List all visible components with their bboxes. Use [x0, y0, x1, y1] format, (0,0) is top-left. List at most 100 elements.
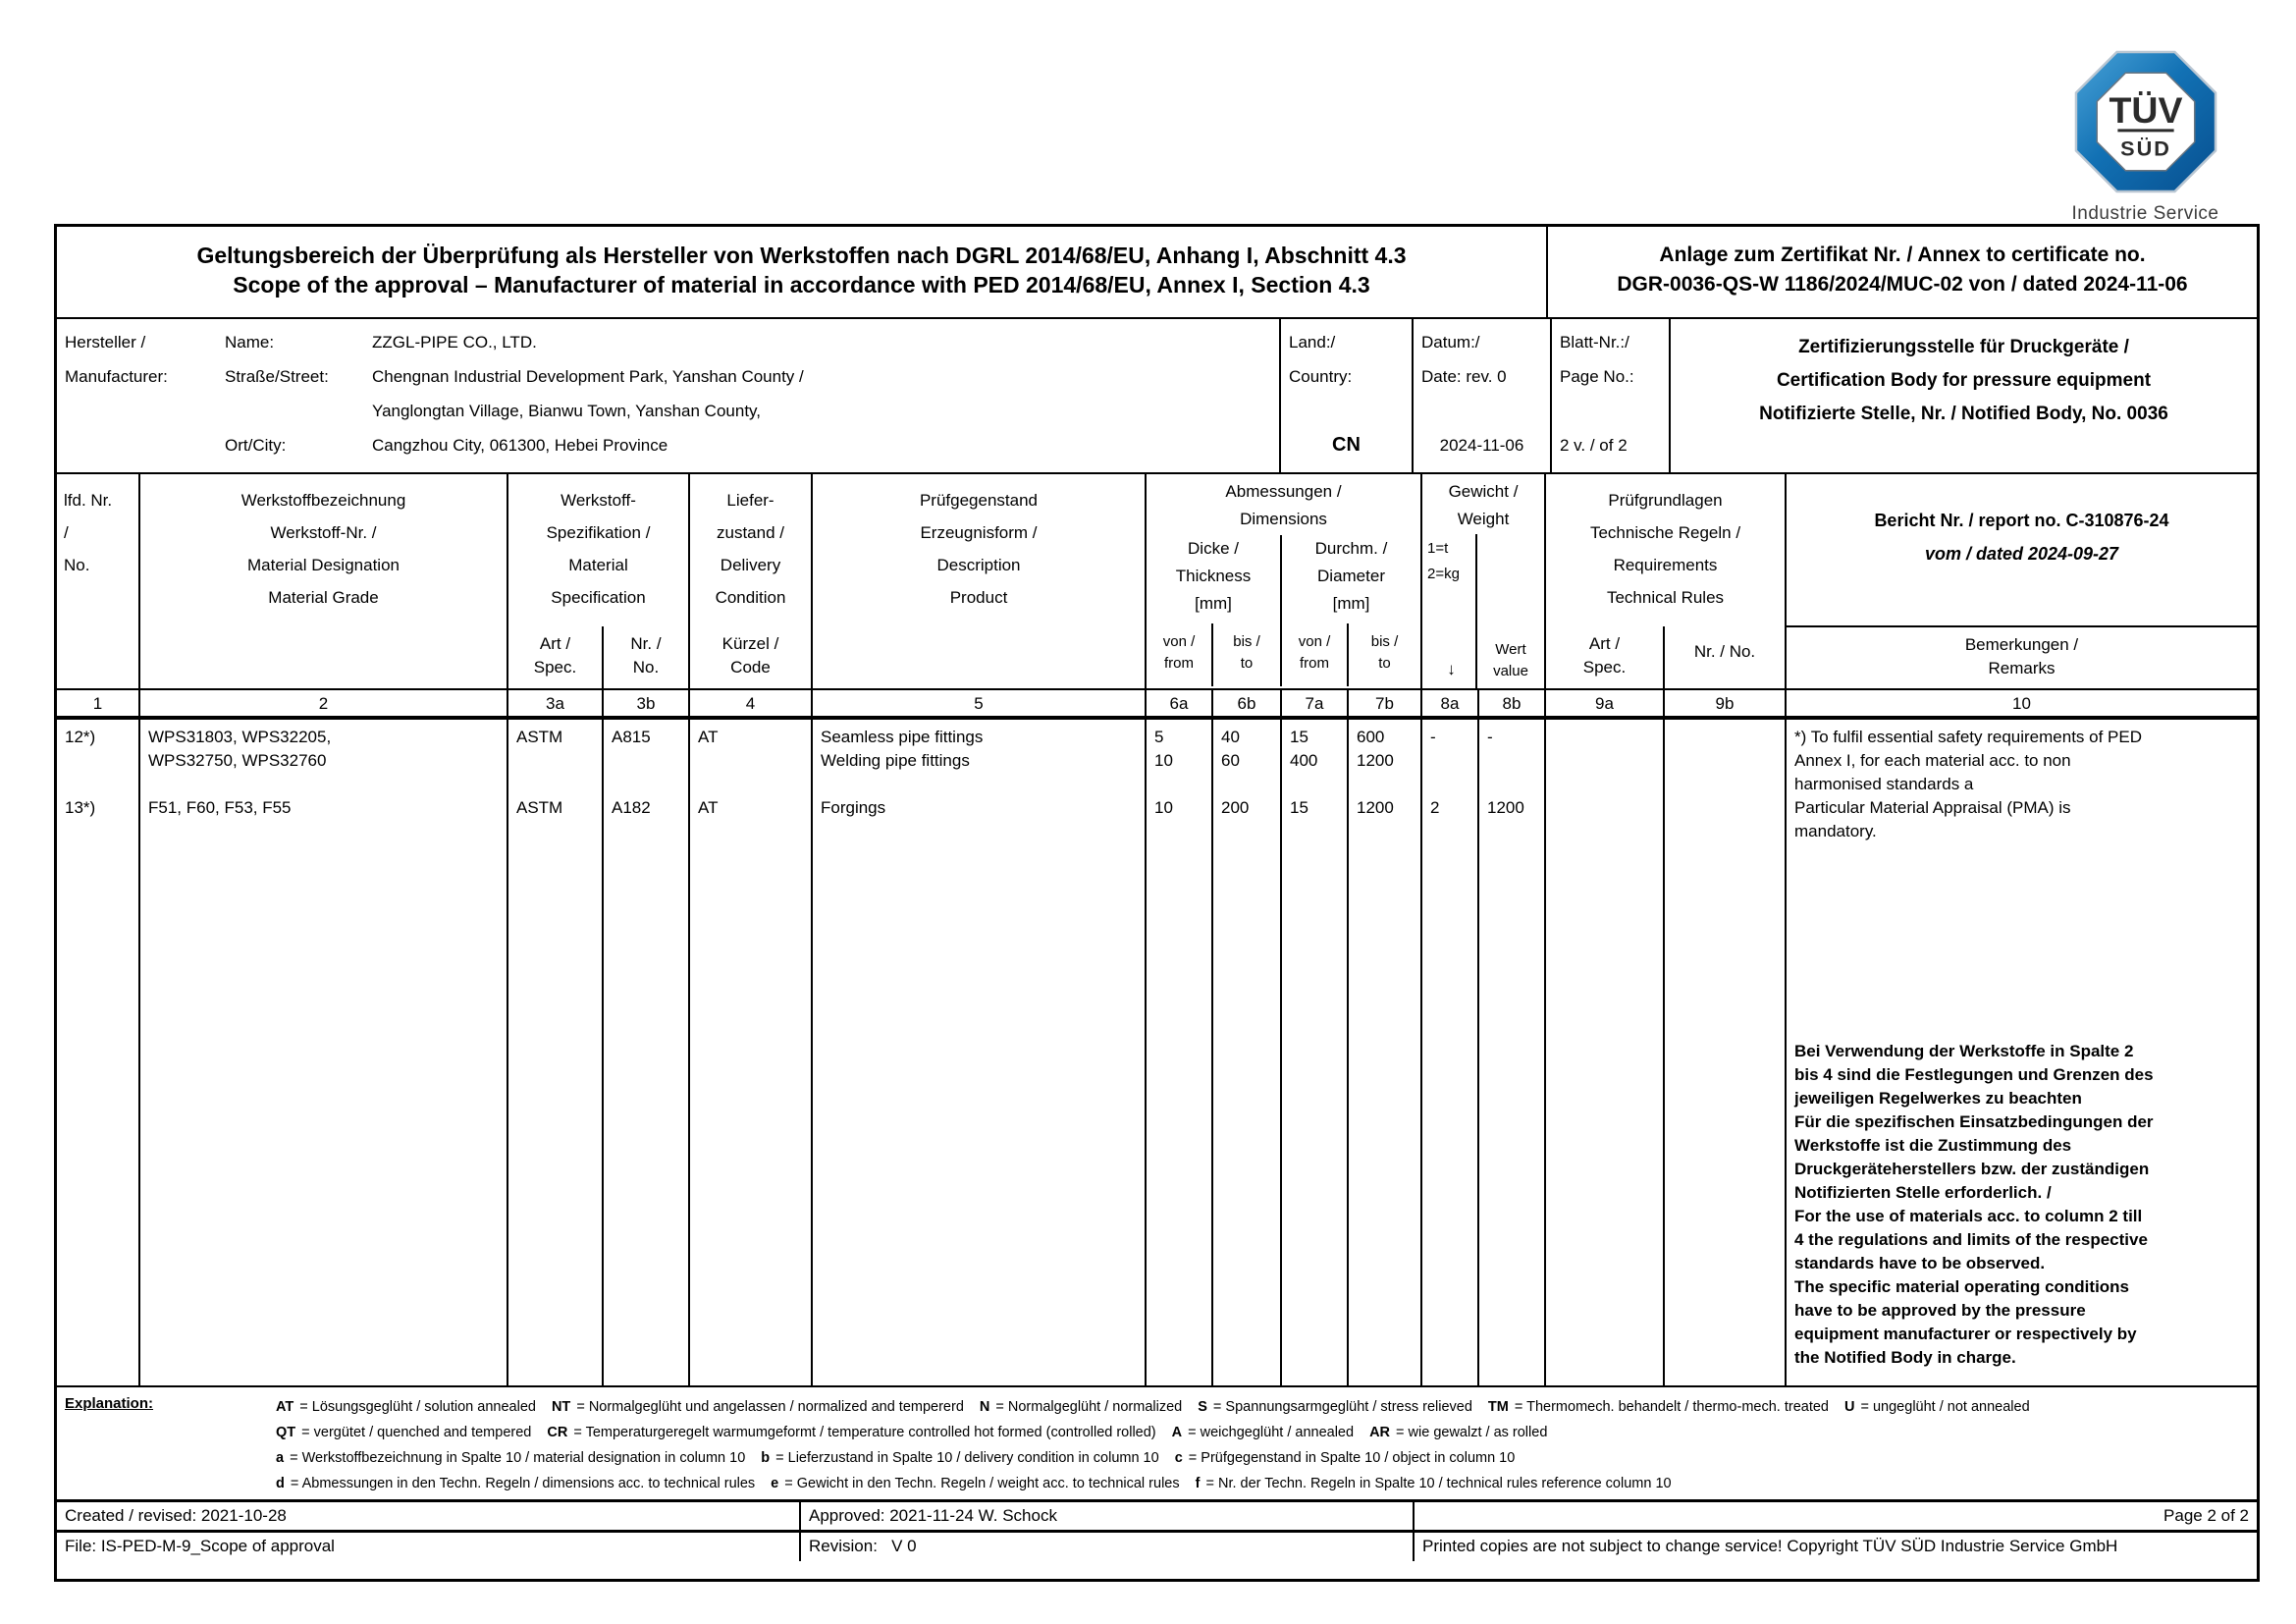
col-num-8b: 8b: [1477, 690, 1544, 716]
header-spec-a: Art / Spec.: [508, 625, 604, 688]
col-num-5: 5: [811, 690, 1145, 716]
header-weight-group: Gewicht / Weight 1=t 2=kg ↓ Wert value: [1420, 474, 1544, 688]
date-cell: Datum:/ Date: rev. 0 2024-11-06: [1412, 319, 1550, 472]
country-value: CN: [1332, 434, 1361, 456]
header-thickness-to: bis / to: [1213, 623, 1282, 686]
header-dimensions-group: Abmessungen / Dimensions Dicke / Thickne…: [1145, 474, 1420, 688]
body-rules-a: [1544, 720, 1663, 1385]
annex-certificate-number: Anlage zum Zertifikat Nr. / Annex to cer…: [1546, 227, 2257, 317]
explanation-entry: AR = wie gewalzt / as rolled: [1369, 1425, 1548, 1440]
table-body: 12*) 13*) WPS31803, WPS32205, WPS32750, …: [57, 720, 2257, 1387]
title-row: Geltungsbereich der Überprüfung als Hers…: [57, 227, 2257, 319]
col-num-6a: 6a: [1145, 690, 1211, 716]
annex-number: DGR-0036-QS-W 1186/2024/MUC-02 von / dat…: [1617, 273, 2188, 296]
explanation-line-4: d = Abmessungen in den Techn. Regeln / d…: [276, 1471, 2257, 1496]
country-cell: Land:/ Country: CN: [1279, 319, 1412, 472]
footer-row-1: Created / revised: 2021-10-28 Approved: …: [57, 1499, 2257, 1530]
header-thickness-from: von / from: [1147, 623, 1213, 686]
col-num-2: 2: [138, 690, 507, 716]
logo-sud-text: SÜD: [2120, 136, 2171, 161]
explanation-entry: a = Werkstoffbezeichnung in Spalte 10 / …: [276, 1450, 746, 1466]
header-dimensions-title: Abmessungen / Dimensions: [1225, 482, 1342, 528]
header-spec-title: Werkstoff- Spezifikation / Material Spec…: [546, 491, 651, 607]
header-report-remarks: Bericht Nr. / report no. C-310876-24 vom…: [1785, 474, 2257, 688]
explanation-entry: A = weichgeglüht / annealed: [1171, 1425, 1355, 1440]
header-spec-group: Werkstoff- Spezifikation / Material Spec…: [507, 474, 688, 688]
remark-pma-note: *) To fulfil essential safety requiremen…: [1794, 728, 2143, 840]
tuv-sud-logo: TÜV SÜD Industrie Service: [2059, 49, 2231, 225]
street-value-2: Yanglongtan Village, Bianwu Town, Yansha…: [372, 402, 762, 420]
report-date: vom / dated 2024-09-27: [1924, 544, 2119, 564]
date-value: 2024-11-06: [1439, 436, 1524, 455]
city-value: Cangzhou City, 061300, Hebei Province: [372, 436, 668, 455]
header-diameter-to: bis / to: [1370, 633, 1399, 672]
explanation-line-1: AT = Lösungsgeglüht / solution annealed N…: [276, 1394, 2257, 1420]
explanation-label: Explanation:: [65, 1395, 154, 1412]
title-english: Scope of the approval – Manufacturer of …: [233, 272, 1370, 298]
col-num-10: 10: [1785, 690, 2257, 716]
col-num-8a: 8a: [1420, 690, 1477, 716]
explanation-entry: QT = vergütet / quenched and tempered: [276, 1425, 532, 1440]
col-num-9b: 9b: [1663, 690, 1785, 716]
body-product: Seamless pipe fittings Welding pipe fitt…: [811, 720, 1145, 1385]
header-weight-value: Wert value: [1493, 641, 1528, 679]
explanation-line-3: a = Werkstoffbezeichnung in Spalte 10 / …: [276, 1445, 2257, 1471]
explanation-entry: TM = Thermomech. behandelt / thermo-mech…: [1487, 1399, 1829, 1415]
copyright-note: Printed copies are not subject to change…: [1413, 1533, 2257, 1561]
down-arrow-icon: ↓: [1447, 660, 1456, 678]
col-num-7a: 7a: [1280, 690, 1347, 716]
explanation-entry: AT = Lösungsgeglüht / solution annealed: [276, 1399, 536, 1415]
manufacturer-label-de: Hersteller /: [65, 333, 146, 352]
manufacturer-label-en: Manufacturer:: [65, 367, 168, 386]
manufacturer-info: Hersteller / Name: ZZGL-PIPE CO., LTD. M…: [57, 319, 1279, 472]
explanation-entry: S = Spannungsarmgeglüht / stress relieve…: [1198, 1399, 1472, 1415]
body-no: 12*) 13*): [65, 728, 96, 817]
header-diameter: Durchm. / Diameter [mm]: [1314, 539, 1388, 613]
body-remarks: *) To fulfil essential safety requiremen…: [1785, 720, 2257, 1385]
body-thickness-from: 5 10 10: [1145, 720, 1211, 1385]
col-num-1: 1: [92, 694, 103, 713]
revision: Revision: V 0: [799, 1533, 1413, 1561]
page-indicator: Page 2 of 2: [1413, 1502, 2257, 1530]
col-num-7b: 7b: [1347, 690, 1420, 716]
date-label: Datum:/ Date: rev. 0: [1421, 333, 1507, 386]
manufacturer-row: Hersteller / Name: ZZGL-PIPE CO., LTD. M…: [57, 319, 2257, 474]
column-numbers-row: 1 2 3a 3b 4 5 6a 6b 7a 7b 8a 8b 9a 9b 10: [57, 690, 2257, 720]
file-name: File: IS-PED-M-9_Scope of approval: [65, 1537, 335, 1555]
col-num-3b: 3b: [602, 690, 688, 716]
footer-row-2: File: IS-PED-M-9_Scope of approval Revis…: [57, 1530, 2257, 1561]
body-rules-b: [1663, 720, 1785, 1385]
body-delivery: AT AT: [688, 720, 811, 1385]
header-rules-title: Prüfgrundlagen Technische Regeln / Requi…: [1589, 491, 1741, 607]
body-diameter-from: 15 400 15: [1280, 720, 1347, 1385]
explanation-entry: c = Prüfgegenstand in Spalte 10 / object…: [1174, 1450, 1516, 1466]
name-value: ZZGL-PIPE CO., LTD.: [372, 333, 537, 352]
col-num-3a: 3a: [507, 690, 602, 716]
explanation-entry: NT = Normalgeglüht und angelassen / norm…: [551, 1399, 964, 1415]
certification-body: Zertifizierungsstelle für Druckgeräte / …: [1669, 319, 2257, 472]
header-designation: Werkstoffbezeichnung Werkstoff-Nr. / Mat…: [138, 474, 507, 688]
body-weight-unit: - 2: [1420, 720, 1477, 1385]
title-german: Geltungsbereich der Überprüfung als Hers…: [196, 243, 1407, 268]
name-label: Name:: [225, 333, 275, 352]
body-spec-a: ASTM ASTM: [507, 720, 602, 1385]
header-rules-a: Art / Spec.: [1546, 625, 1665, 688]
header-delivery-sub: Kürzel / Code: [721, 633, 779, 677]
explanation-section: Explanation: AT = Lösungsgeglüht / solut…: [57, 1387, 2257, 1499]
body-weight-value: - 1200: [1477, 720, 1544, 1385]
logo-tuv-text: TÜV: [2109, 89, 2182, 131]
remark-usage-conditions: Bei Verwendung der Werkstoffe in Spalte …: [1794, 1042, 2154, 1367]
logo-subtitle: Industrie Service: [2071, 203, 2219, 224]
city-label: Ort/City:: [225, 436, 287, 455]
tuv-octagon-icon: TÜV SÜD: [2074, 50, 2216, 193]
explanation-entry: e = Gewicht in den Techn. Regeln / weigh…: [771, 1476, 1180, 1491]
page-no-label: Blatt-Nr.:/ Page No.:: [1560, 333, 1634, 386]
header-weight-title: Gewicht / Weight: [1448, 482, 1519, 528]
street-value-1: Chengnan Industrial Development Park, Ya…: [372, 367, 804, 386]
body-designation: WPS31803, WPS32205, WPS32750, WPS32760 F…: [138, 720, 507, 1385]
country-label: Land:/ Country:: [1289, 333, 1353, 386]
explanation-entry: d = Abmessungen in den Techn. Regeln / d…: [276, 1476, 756, 1491]
report-number-box: Bericht Nr. / report no. C-310876-24 vom…: [1787, 474, 2257, 627]
header-rules-b: Nr. / No.: [1693, 641, 1756, 661]
